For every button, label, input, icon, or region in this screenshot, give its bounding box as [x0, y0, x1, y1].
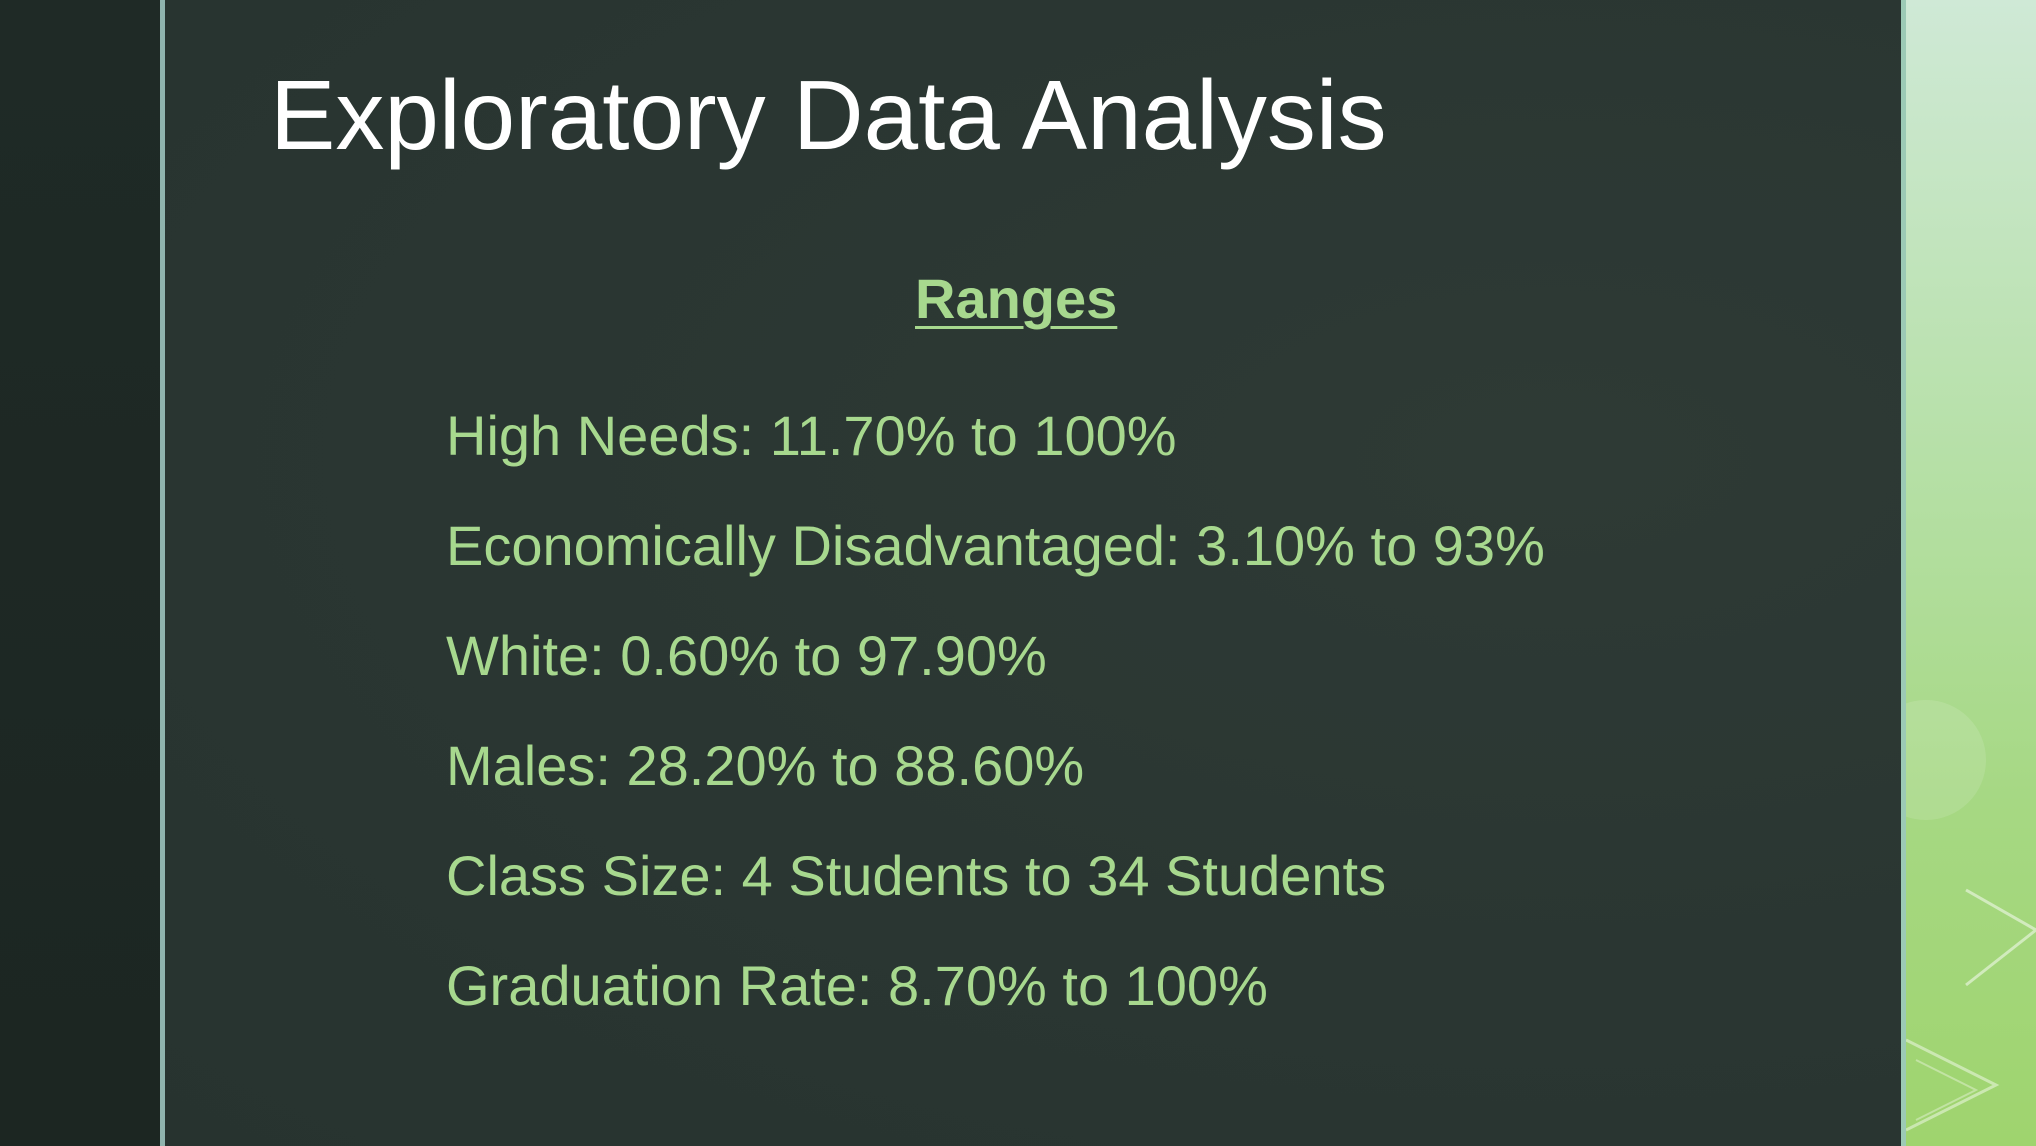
decorative-chevron-graphic [1906, 700, 2036, 1132]
range-item-class-size: Class Size: 4 Students to 34 Students [446, 844, 1387, 907]
right-divider-line [1901, 0, 1906, 1146]
range-item-economically-disadvantaged: Economically Disadvantaged: 3.10% to 93% [446, 514, 1545, 577]
ranges-list: High Needs: 11.70% to 100% Economically … [446, 400, 1545, 1060]
range-item-high-needs: High Needs: 11.70% to 100% [446, 404, 1177, 467]
ranges-heading: Ranges [915, 267, 1118, 330]
slide-title: Exploratory Data Analysis [270, 60, 1387, 170]
range-item-graduation-rate: Graduation Rate: 8.70% to 100% [446, 954, 1268, 1017]
left-decorative-band [0, 0, 160, 1146]
range-item-white: White: 0.60% to 97.90% [446, 624, 1047, 687]
left-divider-line [160, 0, 165, 1146]
right-decorative-band [1906, 0, 2036, 1146]
range-item-males: Males: 28.20% to 88.60% [446, 734, 1085, 797]
content-panel [165, 0, 1901, 1146]
